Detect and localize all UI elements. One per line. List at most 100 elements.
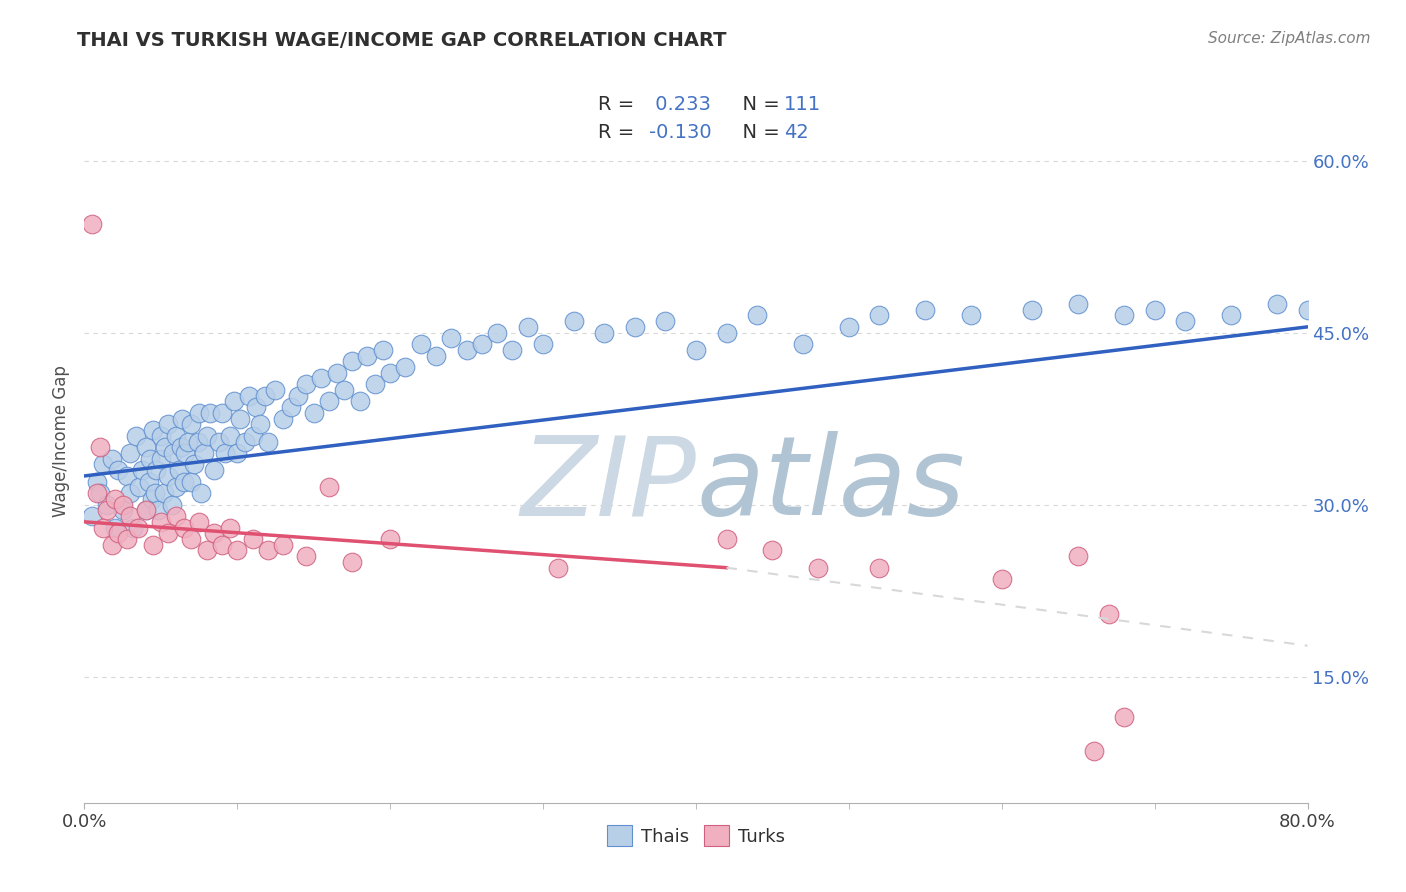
Point [162, 446, 184, 460]
Point [180, 532, 202, 546]
Point [271, 411, 294, 425]
Point [173, 520, 195, 534]
Point [101, 451, 124, 466]
Point [914, 302, 936, 317]
Text: Source: ZipAtlas.com: Source: ZipAtlas.com [1208, 31, 1371, 46]
Point [311, 371, 333, 385]
Point [80, 217, 103, 231]
Point [229, 411, 252, 425]
Point [440, 331, 463, 345]
Point [747, 309, 769, 323]
Point [271, 538, 294, 552]
Point [654, 314, 676, 328]
Point [340, 555, 363, 569]
Point [86, 475, 108, 489]
Point [180, 417, 202, 432]
Point [318, 480, 340, 494]
Point [287, 389, 309, 403]
Point [91, 520, 114, 534]
Point [838, 319, 860, 334]
Point [593, 326, 616, 340]
Point [624, 319, 647, 334]
Point [149, 451, 172, 466]
Point [356, 349, 378, 363]
Legend: Thais, Turks: Thais, Turks [598, 816, 794, 855]
Text: ZIP: ZIP [520, 432, 696, 539]
Point [869, 309, 891, 323]
Point [165, 509, 187, 524]
Point [257, 434, 280, 449]
Point [135, 503, 157, 517]
Point [531, 337, 554, 351]
Point [807, 560, 830, 574]
Point [202, 463, 225, 477]
Point [456, 343, 478, 357]
Point [218, 520, 240, 534]
Point [96, 503, 118, 517]
Point [183, 458, 205, 472]
Point [226, 446, 249, 460]
Point [135, 503, 157, 517]
Point [242, 532, 264, 546]
Point [120, 486, 142, 500]
Point [89, 486, 111, 500]
Point [1265, 297, 1288, 311]
Point [1220, 309, 1243, 323]
Point [214, 446, 236, 460]
Point [1114, 309, 1136, 323]
Point [195, 429, 218, 443]
Point [149, 515, 172, 529]
Point [364, 377, 387, 392]
Point [167, 463, 190, 477]
Point [562, 314, 585, 328]
Point [380, 366, 402, 380]
Point [792, 337, 814, 351]
Point [394, 359, 416, 374]
Point [177, 434, 200, 449]
Point [869, 560, 891, 574]
Point [1098, 607, 1121, 621]
Point [107, 526, 129, 541]
Point [188, 515, 211, 529]
Point [1143, 302, 1166, 317]
Text: R =: R = [598, 123, 641, 142]
Point [104, 520, 127, 534]
Point [91, 458, 114, 472]
Point [233, 434, 256, 449]
Point [349, 394, 371, 409]
Text: 42: 42 [785, 123, 808, 142]
Point [280, 400, 302, 414]
Point [264, 383, 287, 397]
Point [104, 491, 127, 506]
Point [141, 491, 163, 506]
Point [139, 451, 162, 466]
Point [302, 406, 325, 420]
Point [80, 509, 103, 524]
Point [145, 463, 167, 477]
Point [165, 429, 187, 443]
Point [190, 486, 212, 500]
Point [371, 343, 394, 357]
Point [188, 406, 211, 420]
Point [149, 429, 172, 443]
Point [135, 440, 157, 454]
Point [380, 532, 402, 546]
Point [1296, 302, 1319, 317]
Point [157, 417, 180, 432]
Point [208, 434, 231, 449]
Point [685, 343, 707, 357]
Point [142, 538, 165, 552]
Point [193, 446, 215, 460]
Point [253, 389, 276, 403]
Point [89, 440, 111, 454]
Point [325, 366, 347, 380]
Text: -0.130: -0.130 [650, 123, 711, 142]
Point [249, 417, 271, 432]
Point [142, 423, 165, 437]
Text: 0.233: 0.233 [650, 95, 711, 114]
Point [1083, 744, 1105, 758]
Point [1174, 314, 1197, 328]
Point [143, 486, 166, 500]
Point [170, 440, 193, 454]
Point [127, 520, 149, 534]
